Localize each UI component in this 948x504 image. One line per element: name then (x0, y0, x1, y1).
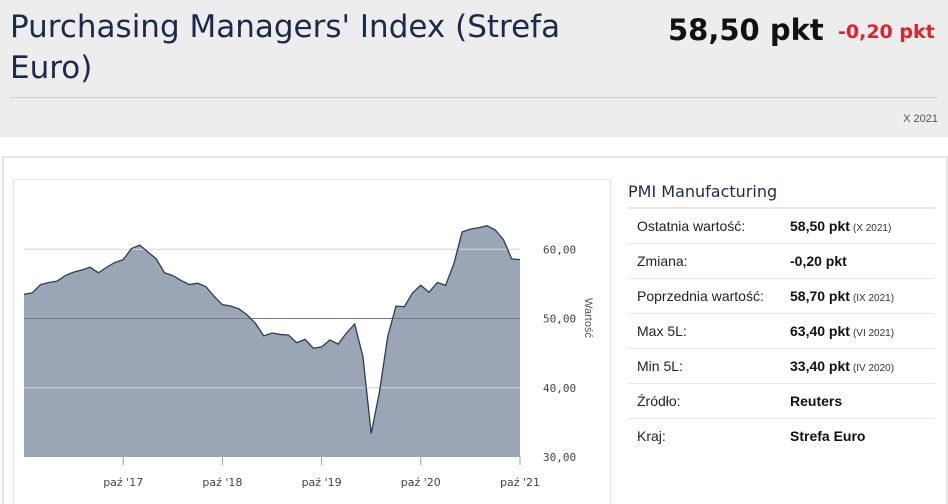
table-title-divider (628, 207, 934, 209)
y-tick-label: 40,00 (543, 382, 576, 395)
row-label: Kraj: (637, 428, 666, 444)
x-tick-label: paź '20 (401, 476, 441, 489)
row-value-text: Strefa Euro (790, 428, 866, 444)
table-row: Zmiana: -0,20 pkt (628, 243, 934, 279)
y-tick-label: 60,00 (543, 243, 576, 256)
table-title: PMI Manufacturing (628, 182, 778, 201)
row-label: Źródło: (628, 383, 790, 419)
latest-value: 58,50 pkt (668, 13, 824, 47)
y-tick-label: 30,00 (543, 451, 576, 464)
row-value: 58,70 pkt (IX 2021) (790, 278, 934, 314)
chart-frame (13, 179, 611, 504)
page-title: Purchasing Managers' Index (Strefa Euro) (10, 9, 561, 86)
row-label: Min 5L: (628, 348, 790, 384)
period-label: X 2021 (903, 113, 938, 125)
row-value: -0,20 pkt (790, 243, 934, 279)
page-header: Purchasing Managers' Index (Strefa Euro)… (0, 0, 948, 137)
change-value: -0,20 pkt (838, 21, 935, 43)
row-value-text: 33,40 pkt (790, 358, 850, 374)
row-value-text: 58,70 pkt (790, 288, 850, 304)
row-label: Zmiana: (628, 243, 790, 279)
series-line (23, 225, 521, 434)
row-value-date: (VI 2021) (852, 328, 895, 339)
row-value: Reuters (790, 383, 934, 419)
area-fill (24, 225, 520, 457)
row-value-text: 63,40 pkt (790, 323, 850, 339)
table-row: Min 5L: 33,40 pkt (IV 2020) (628, 348, 934, 384)
y-tick-label: 50,00 (543, 313, 576, 326)
x-tick-label: paź '18 (202, 476, 242, 489)
row-value: 58,50 pkt (X 2021) (790, 209, 934, 244)
table-row: Kraj: Strefa Euro (628, 419, 934, 454)
row-value-date: (IV 2020) (852, 363, 895, 374)
row-value-text: -0,20 pkt (790, 253, 847, 269)
x-tick-label: paź '21 (500, 476, 540, 489)
table-row: Max 5L: 63,40 pkt (VI 2021) (628, 313, 934, 349)
y-axis-label: Wartość (582, 298, 594, 338)
row-value-date: (X 2021) (852, 223, 892, 234)
x-tick-label: paź '17 (103, 476, 143, 489)
row-value: Strefa Euro (790, 419, 934, 454)
row-value-text: Reuters (790, 393, 843, 409)
row-value: 63,40 pkt (VI 2021) (790, 313, 934, 349)
header-divider (10, 97, 938, 98)
row-value: 33,40 pkt (IV 2020) (790, 348, 934, 384)
table-row: Ostatnia wartość: 58,50 pkt (X 2021) (628, 209, 934, 244)
row-label: Ostatnia wartość: (628, 209, 790, 244)
row-label: Max 5L: (628, 313, 790, 349)
row-value-date: (IX 2021) (852, 293, 895, 304)
info-table: Ostatnia wartość: 58,50 pkt (X 2021) Zmiana… (628, 209, 934, 453)
row-value-text: 58,50 pkt (790, 218, 850, 234)
table-row: Źródło: Reuters (628, 383, 934, 419)
row-label: Poprzednia wartość: (628, 278, 790, 314)
x-tick-label: paź '19 (302, 476, 342, 489)
table-row: Poprzednia wartość: 58,70 pkt (IX 2021) (628, 278, 934, 314)
